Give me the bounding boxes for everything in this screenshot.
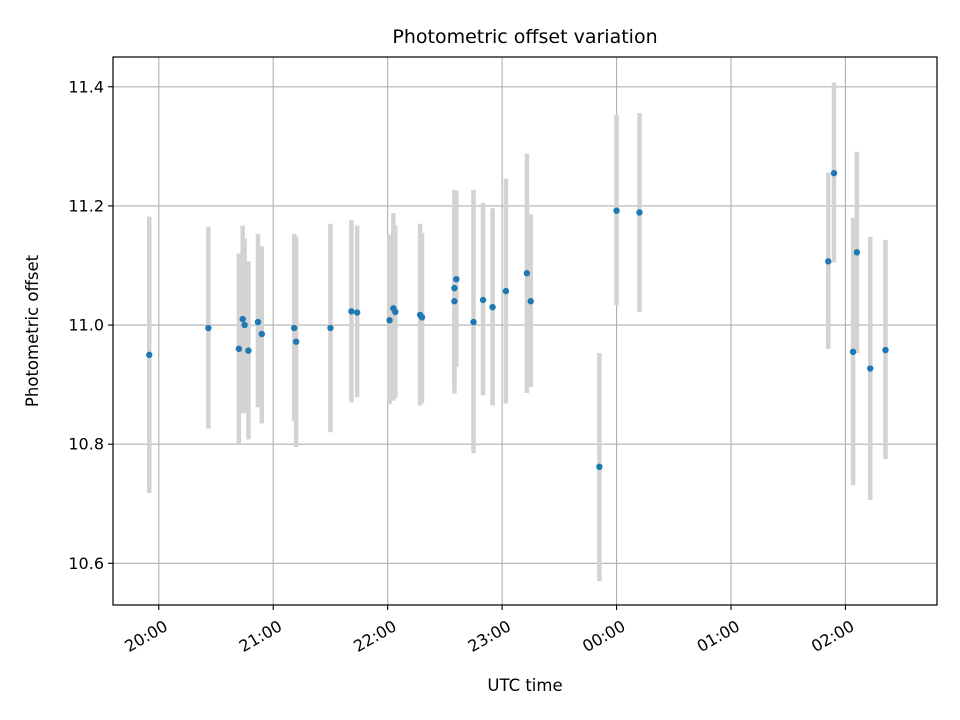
data-point xyxy=(327,324,334,332)
points xyxy=(146,169,889,471)
data-point xyxy=(254,318,262,326)
data-point xyxy=(353,309,361,316)
data-point xyxy=(849,348,857,356)
y-tick-label: 11.0 xyxy=(68,316,104,335)
data-point xyxy=(453,275,460,283)
data-point xyxy=(258,330,265,338)
data-point xyxy=(613,207,620,214)
data-point xyxy=(291,324,298,332)
data-point xyxy=(882,346,889,354)
data-point xyxy=(235,345,243,353)
data-point xyxy=(386,317,393,324)
data-point xyxy=(830,169,838,177)
data-point xyxy=(596,463,603,471)
data-point xyxy=(205,324,212,332)
data-point xyxy=(451,284,458,292)
data-point xyxy=(239,315,246,323)
y-tick-label: 11.2 xyxy=(68,196,104,215)
data-point xyxy=(392,308,399,316)
plot-frame xyxy=(112,56,938,606)
data-point xyxy=(867,365,874,372)
data-point xyxy=(523,270,531,277)
y-tick-label: 11.4 xyxy=(68,77,104,96)
data-point xyxy=(245,347,252,354)
data-point xyxy=(489,303,496,311)
data-point xyxy=(146,351,153,359)
y-tick-label: 10.8 xyxy=(68,435,104,454)
data-point xyxy=(636,209,643,216)
y-tick-label: 10.6 xyxy=(68,554,104,573)
grid xyxy=(113,57,937,605)
data-point xyxy=(241,321,248,329)
data-point xyxy=(502,287,510,295)
data-point xyxy=(451,298,458,305)
data-point xyxy=(825,258,832,265)
x-axis-label: UTC time xyxy=(487,676,562,695)
data-point xyxy=(853,249,861,256)
y-axis-label: Photometric offset xyxy=(23,254,42,407)
chart-title: Photometric offset variation xyxy=(392,26,657,48)
y-axis: 10.6 10.8 11.0 11.2 11.4 xyxy=(68,77,113,573)
data-point xyxy=(470,318,477,326)
data-point xyxy=(292,338,300,345)
data-point xyxy=(527,298,534,305)
data-point xyxy=(418,314,426,321)
data-point xyxy=(348,308,355,315)
data-point xyxy=(479,296,487,304)
